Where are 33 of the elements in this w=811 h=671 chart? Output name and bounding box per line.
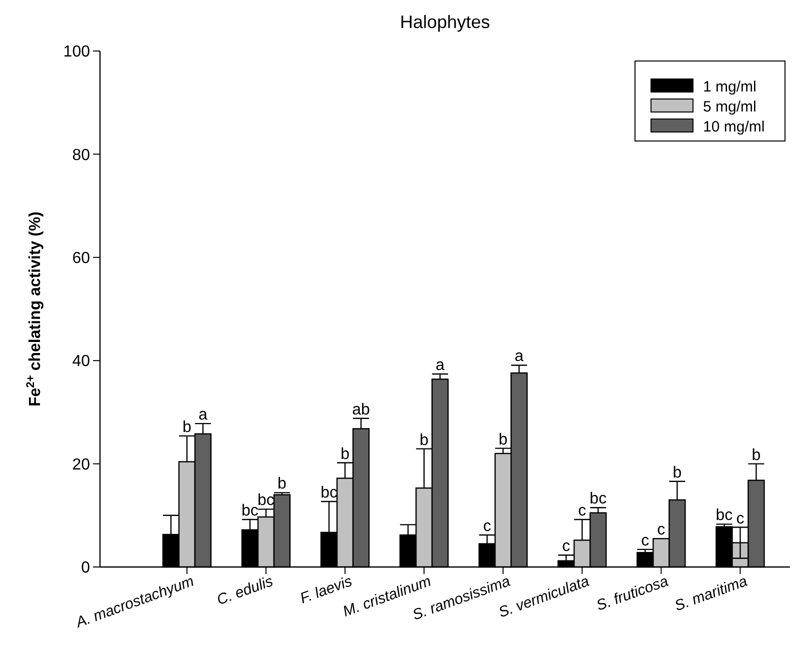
y-tick-label: 100 <box>63 44 90 61</box>
data-label: b <box>752 446 761 464</box>
data-label: b <box>182 418 192 436</box>
x-tick-label: C. edulis <box>214 572 276 609</box>
data-label: c <box>657 522 666 539</box>
y-tick-label: 0 <box>81 560 90 577</box>
y-tick-label: 20 <box>72 456 90 474</box>
y-tick-label: 60 <box>72 250 90 267</box>
data-label: c <box>736 510 744 528</box>
y-tick-label: 40 <box>72 353 90 370</box>
data-label: a <box>514 348 524 366</box>
data-label: bc <box>258 492 274 510</box>
y-tick-label: 80 <box>72 146 90 164</box>
data-label: bc <box>590 490 607 508</box>
data-label: c <box>641 532 650 550</box>
data-label: a <box>198 406 208 424</box>
data-label: b <box>498 431 508 448</box>
legend-label: 10 mg/ml <box>703 118 765 136</box>
data-label: c <box>562 538 570 556</box>
legend-label: 5 mg/ml <box>703 98 756 116</box>
legend-label: 1 mg/ml <box>703 78 756 96</box>
data-label: b <box>672 464 682 482</box>
data-label: b <box>420 432 429 449</box>
data-label: b <box>278 476 287 493</box>
data-label: bc <box>716 507 733 524</box>
data-label: b <box>340 446 350 463</box>
data-label: a <box>436 357 445 374</box>
data-label: ab <box>352 401 370 418</box>
chart-title: Halophytes <box>400 12 490 32</box>
data-label: c <box>578 502 586 520</box>
data-label: bc <box>320 484 338 502</box>
data-label: c <box>483 518 492 536</box>
data-label: bc <box>242 502 258 520</box>
